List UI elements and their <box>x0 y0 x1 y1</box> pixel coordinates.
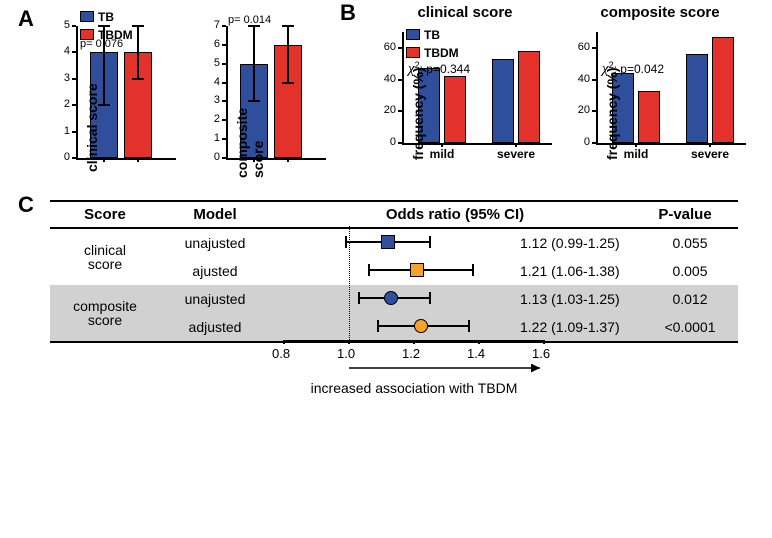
y-title-b-left: frequency (%) <box>410 67 426 160</box>
y-title-a-right: composite score <box>234 74 266 178</box>
panel-label-a: A <box>18 6 34 32</box>
panel-b: clinical score composite score TB TBDM 0… <box>370 4 770 184</box>
panel-c: Score Model Odds ratio (95% CI) P-value … <box>50 200 738 343</box>
bar <box>444 76 466 143</box>
subtitle-b-right: composite score <box>575 4 745 21</box>
forest-marker <box>414 319 428 333</box>
bar <box>712 37 734 143</box>
bar <box>686 54 708 143</box>
subtitle-b-left: clinical score <box>380 4 550 21</box>
panel-a: TB TBDM p= 0.076 012345 clinical score p… <box>48 8 338 178</box>
table-header-row: Score Model Odds ratio (95% CI) P-value <box>50 202 738 227</box>
panel-label-c: C <box>18 192 34 218</box>
y-title-b-right: frequency (%) <box>604 67 620 160</box>
bar <box>638 91 660 143</box>
panel-label-b: B <box>340 0 356 26</box>
y-title-a-left: clinical score <box>84 83 100 172</box>
bar <box>518 51 540 143</box>
forest-marker <box>410 263 424 277</box>
hdr-or: Odds ratio (95% CI) <box>270 206 640 223</box>
forest-marker <box>384 291 398 305</box>
hdr-score: Score <box>50 206 160 223</box>
axis-caption: increased association with TBDM <box>284 380 544 396</box>
hdr-p: P-value <box>640 206 730 223</box>
bar <box>492 59 514 143</box>
hdr-model: Model <box>160 206 270 223</box>
forest-marker <box>381 235 395 249</box>
forest-axis: 0.81.01.21.41.6increased association wit… <box>284 340 544 400</box>
